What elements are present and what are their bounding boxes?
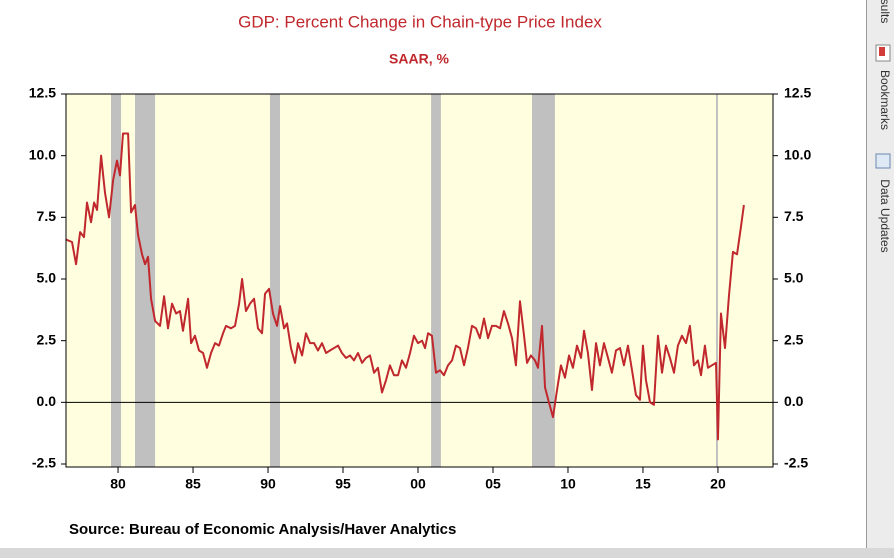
source-note: Source: Bureau of Economic Analysis/Have…	[69, 521, 456, 538]
sidebar-tab[interactable]: Data Updates	[878, 179, 892, 252]
y2-tick-label: -2.5	[784, 455, 808, 471]
recession-band	[531, 94, 555, 467]
y2-tick-label: 0.0	[784, 393, 804, 409]
recession-band	[431, 94, 441, 467]
bookmarks-icon-flag	[879, 47, 885, 56]
x-tick-label: 80	[110, 476, 126, 492]
y-tick-label: 12.5	[29, 85, 56, 101]
y-tick-label: 5.0	[37, 270, 57, 286]
x-tick-label: 05	[485, 476, 501, 492]
status-bar	[0, 548, 894, 558]
y-tick-label: 7.5	[37, 208, 57, 224]
y2-tick-label: 5.0	[784, 270, 804, 286]
y-tick-label: 10.0	[29, 146, 56, 162]
data-updates-icon[interactable]	[875, 153, 891, 169]
x-tick-label: 90	[260, 476, 276, 492]
x-tick-label: 85	[185, 476, 201, 492]
recession-band	[110, 94, 122, 467]
plot: GDP: Percent Change in Chain-type Price …	[29, 12, 812, 537]
x-tick-label: 20	[710, 476, 726, 492]
y-tick-label: 0.0	[37, 393, 57, 409]
plot-background	[66, 94, 773, 467]
y-tick-label: -2.5	[32, 455, 56, 471]
recession-band	[716, 94, 718, 467]
x-tick-label: 00	[410, 476, 426, 492]
x-tick-label: 10	[560, 476, 576, 492]
y2-tick-label: 10.0	[784, 146, 811, 162]
plot-frame	[65, 93, 774, 468]
y-tick-label: 2.5	[37, 331, 57, 347]
sidebar	[867, 0, 894, 558]
chart-title: GDP: Percent Change in Chain-type Price …	[238, 12, 602, 31]
recession-band	[134, 94, 156, 467]
y2-tick-label: 2.5	[784, 331, 804, 347]
y2-tick-label: 7.5	[784, 208, 804, 224]
sidebar-tab[interactable]: sults	[878, 0, 892, 23]
data-line	[65, 132, 745, 441]
y2-tick-label: 12.5	[784, 85, 811, 101]
recession-band	[269, 94, 281, 467]
x-tick-label: 95	[335, 476, 351, 492]
sidebar-tab[interactable]: Bookmarks	[878, 70, 892, 130]
x-tick-label: 15	[635, 476, 651, 492]
chart-subtitle: SAAR, %	[389, 51, 449, 67]
